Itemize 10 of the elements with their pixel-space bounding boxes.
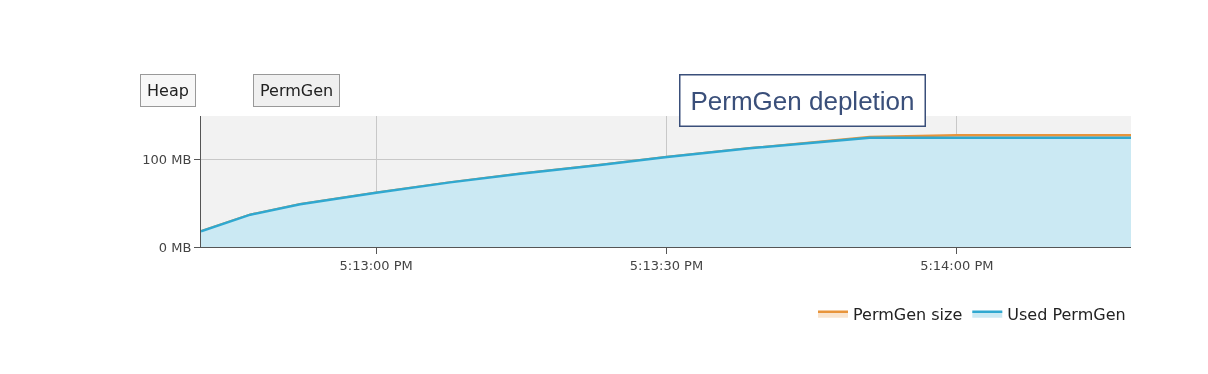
text: Heap	[147, 81, 189, 100]
y-tick-label: 0 MB	[158, 239, 192, 255]
x-tick-label: 5:14:00 PM	[920, 257, 994, 273]
legend-label: PermGen size	[853, 304, 963, 324]
y-tick-label: 100 MB	[142, 152, 192, 168]
x-tick-label: 5:13:00 PM	[339, 257, 413, 273]
legend-label: Used PermGen	[1007, 304, 1126, 324]
text: PermGen	[260, 81, 334, 100]
x-tick-label: 5:13:30 PM	[629, 257, 704, 273]
chart-title: PermGen depletion	[690, 85, 915, 116]
